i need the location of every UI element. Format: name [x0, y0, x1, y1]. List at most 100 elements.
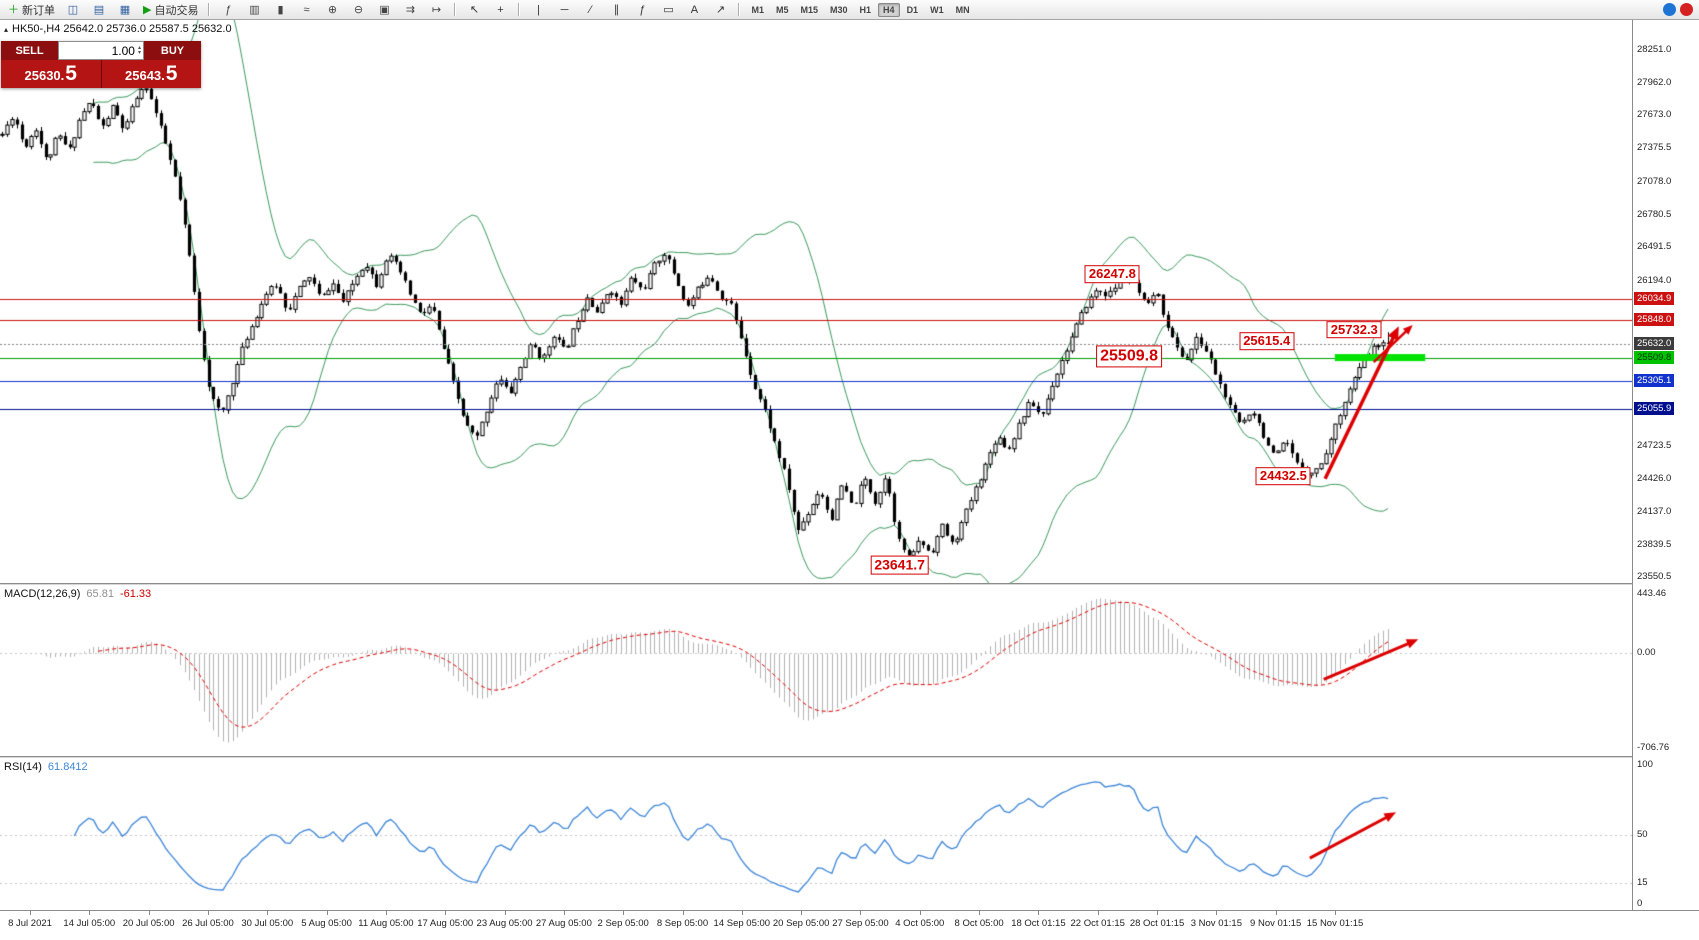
arrows-icon[interactable]: ↗	[708, 1, 732, 19]
chart-symbol-icon: ▴	[4, 24, 9, 34]
time-axis-tick	[445, 911, 447, 915]
autotrading-button[interactable]: ▶ 自动交易	[139, 1, 202, 19]
price-chart-canvas[interactable]	[0, 20, 1632, 583]
volume-down-icon[interactable]: ▾	[137, 49, 141, 56]
text-icon[interactable]: A	[682, 1, 706, 19]
horizontal-line-icon: ─	[560, 3, 569, 16]
zoom-out-icon[interactable]: ⊖	[346, 1, 370, 19]
price-annotation[interactable]: 25615.4	[1239, 332, 1295, 351]
price-annotation[interactable]: 26247.8	[1084, 265, 1140, 283]
time-axis-tick	[1275, 911, 1277, 915]
buy-button[interactable]: BUY	[144, 41, 201, 60]
time-axis-label: 18 Oct 01:15	[1011, 918, 1066, 929]
one-click-trading-panel: SELL 1.00 ▴ ▾ BUY 25630. 5 25643. 5	[1, 41, 201, 88]
time-axis-label: 26 Jul 05:00	[182, 918, 234, 929]
channel-icon[interactable]: ∥	[604, 1, 628, 19]
shapes-icon[interactable]: ▭	[656, 1, 680, 19]
timeframe-m30-button[interactable]: M30	[830, 4, 848, 15]
time-axis-tick	[267, 911, 269, 915]
time-axis-label: 27 Sep 05:00	[832, 918, 889, 929]
time-axis-label: 2 Sep 05:00	[597, 918, 649, 929]
price-annotation[interactable]: 23641.7	[870, 555, 929, 575]
macd-canvas[interactable]	[0, 586, 1632, 756]
fibonacci-icon[interactable]: ƒ	[630, 1, 654, 19]
time-axis-label: 15 Nov 01:15	[1306, 918, 1364, 929]
line-chart-icon[interactable]: ≈	[294, 1, 318, 19]
toolbar-separator	[454, 3, 457, 16]
price-axis[interactable]: 28251.0 27962.0 27673.0 27375.5 27078.0 26780…	[1632, 20, 1699, 910]
profiles-icon[interactable]: ▤	[87, 1, 111, 19]
time-axis-label: 17 Aug 05:00	[417, 918, 474, 929]
pane-splitter[interactable]	[0, 583, 1699, 586]
candlestick-chart-icon[interactable]: ▮	[268, 1, 292, 19]
timeframe-w1-button[interactable]: W1	[930, 4, 944, 15]
chart-shift-icon: ↦	[431, 3, 442, 16]
timeframe-m15-button[interactable]: M15	[800, 4, 819, 15]
time-axis-label: 3 Nov 01:15	[1190, 918, 1242, 929]
time-axis-tick	[623, 911, 625, 915]
zoom-in-icon[interactable]: ⊕	[320, 1, 344, 19]
search-icon[interactable]	[1663, 3, 1676, 16]
price-level-badge: 25848.0	[1634, 313, 1675, 327]
volume-input[interactable]: 1.00 ▴ ▾	[58, 41, 144, 60]
bar-chart-icon[interactable]: ▥	[242, 1, 266, 19]
time-axis[interactable]: 8 Jul 2021 14 Jul 05:00 20 Jul 05:00 26 Jul…	[0, 910, 1699, 940]
time-axis-label: 5 Aug 05:00	[301, 918, 352, 929]
chart-window-icon[interactable]: ◫	[61, 1, 85, 19]
indicators-icon[interactable]: ƒ	[216, 1, 240, 19]
new-order-button-label: 新订单	[22, 4, 55, 17]
time-axis-tick	[1335, 911, 1336, 915]
price-axis-tick: 24426.0	[1637, 473, 1672, 485]
price-annotation[interactable]: 25509.8	[1096, 345, 1162, 368]
volume-up-icon[interactable]: ▴	[137, 44, 141, 51]
zoom-out-icon: ⊖	[353, 3, 364, 16]
auto-scroll-icon: ⇉	[405, 3, 416, 16]
main-toolbar: ＋新订单 ◫ ▤ ▦ ▶ 自动交易 ƒ ▥ ▮ ≈ ⊕ ⊖ ▣ ⇉ ↦ ↖ + | ─ ∕ ∥ ƒ ▭ A ↗ M1 M5 M15 M3…	[0, 0, 1699, 20]
cursor-icon[interactable]: ↖	[462, 1, 486, 19]
auto-scroll-icon[interactable]: ⇉	[398, 1, 422, 19]
macd-axis-tick: 0.00	[1637, 647, 1656, 659]
arrows-icon: ↗	[715, 3, 726, 16]
sell-price[interactable]: 25630. 5	[1, 60, 101, 88]
tile-windows-icon[interactable]: ▣	[372, 1, 396, 19]
notifications-icon[interactable]	[1680, 3, 1693, 16]
time-axis-tick	[148, 911, 150, 915]
timeframe-mn-button[interactable]: MN	[955, 4, 970, 15]
macd-signal-value: -61.33	[119, 588, 152, 600]
time-axis-label: 9 Nov 01:15	[1250, 918, 1302, 929]
timeframe-m5-button[interactable]: M5	[775, 4, 789, 15]
price-axis-tick: 26194.0	[1637, 274, 1672, 286]
toolbar-separator	[738, 3, 741, 16]
rsi-canvas[interactable]	[0, 759, 1632, 910]
price-level-badge: 25055.9	[1634, 402, 1675, 415]
crosshair-icon[interactable]: +	[488, 1, 512, 19]
chart-shift-icon[interactable]: ↦	[424, 1, 448, 19]
price-annotation[interactable]: 24432.5	[1255, 467, 1311, 486]
pane-splitter[interactable]	[0, 756, 1699, 759]
sell-button[interactable]: SELL	[1, 41, 58, 60]
time-axis-tick	[801, 911, 803, 915]
vertical-line-icon[interactable]: |	[526, 1, 550, 19]
time-axis-tick	[563, 911, 565, 915]
new-order-button[interactable]: ＋新订单	[4, 1, 59, 19]
price-level-badge: 25305.1	[1634, 374, 1675, 388]
timeframe-d1-button[interactable]: D1	[906, 4, 919, 15]
autotrading-play-icon: ▶	[143, 3, 152, 16]
macd-axis-tick: 443.46	[1637, 588, 1667, 599]
volume-value: 1.00	[111, 43, 135, 58]
price-annotation[interactable]: 25732.3	[1326, 320, 1382, 339]
macd-name: MACD(12,26,9)	[4, 588, 81, 600]
timeframe-h1-button[interactable]: H1	[859, 4, 872, 15]
cursor-icon: ↖	[469, 3, 480, 16]
timeframe-m1-button[interactable]: M1	[751, 4, 764, 15]
buy-price[interactable]: 25643. 5	[102, 60, 202, 88]
toolbar-right-icons	[1663, 3, 1695, 16]
trendline-icon[interactable]: ∕	[578, 1, 602, 19]
time-axis-label: 14 Sep 05:00	[713, 918, 771, 929]
rsi-axis-tick: 100	[1637, 759, 1653, 770]
horizontal-line-icon[interactable]: ─	[552, 1, 576, 19]
terminal-icon[interactable]: ▦	[113, 1, 137, 19]
timeframe-h4-button[interactable]: H4	[878, 2, 900, 17]
indicators-icon: ƒ	[225, 3, 232, 16]
